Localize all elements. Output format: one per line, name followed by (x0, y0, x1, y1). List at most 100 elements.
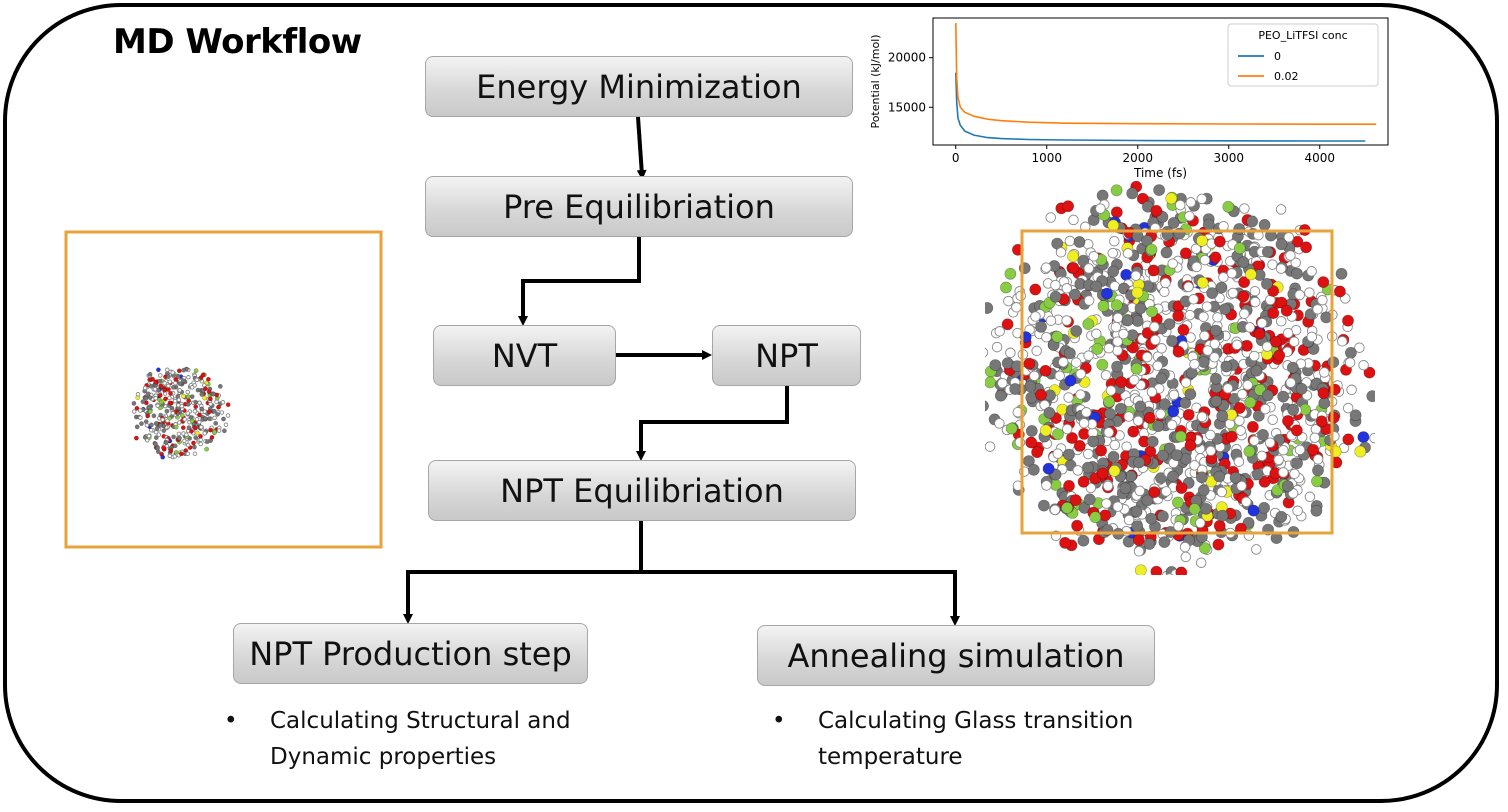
atom (1258, 501, 1270, 514)
atom (1143, 538, 1156, 550)
atom (1159, 286, 1170, 298)
atom (151, 413, 157, 419)
annealing-simulation-box: Annealing simulation (757, 625, 1155, 686)
atom (164, 443, 170, 449)
atom (1188, 503, 1201, 515)
atom (1100, 369, 1112, 381)
atom (177, 381, 183, 386)
atom (198, 424, 204, 430)
atom (1189, 460, 1200, 471)
atom (167, 395, 172, 401)
atom (1109, 439, 1121, 451)
atom (1061, 283, 1073, 294)
atom (1143, 411, 1156, 424)
energy-minimization-box: Energy Minimization (425, 56, 853, 117)
atom (1175, 482, 1188, 494)
atom (1275, 510, 1288, 523)
atom (1354, 342, 1365, 353)
atom (1304, 491, 1316, 503)
atom (1231, 339, 1243, 351)
atom (985, 400, 989, 412)
atom (1213, 470, 1226, 483)
atom (171, 384, 176, 390)
atom (1095, 444, 1107, 457)
atom (1363, 366, 1375, 379)
atom (1058, 356, 1069, 368)
atom (215, 411, 220, 417)
atom (1082, 461, 1094, 474)
chart-series (955, 22, 1377, 142)
atom (1133, 546, 1145, 557)
atom (1039, 399, 1050, 411)
atom (184, 432, 189, 437)
atom (1040, 262, 1052, 273)
atom (1357, 431, 1370, 443)
atom (145, 413, 151, 419)
atom (1269, 335, 1282, 348)
atom (202, 431, 207, 436)
atom (1145, 243, 1158, 256)
atom (152, 386, 158, 392)
atom (1156, 449, 1169, 462)
atom (1260, 403, 1271, 415)
atom (204, 439, 210, 444)
atom (1215, 281, 1228, 294)
atom (1292, 505, 1303, 517)
atom (994, 326, 1005, 337)
atom (1175, 566, 1188, 575)
atom (1275, 238, 1288, 251)
atom (1216, 509, 1229, 522)
atom (1077, 254, 1090, 267)
atom (1039, 364, 1052, 377)
atom (1158, 398, 1171, 410)
atom (1306, 266, 1317, 277)
atom (1275, 296, 1288, 309)
atom (162, 387, 167, 393)
atom (1172, 345, 1185, 358)
atom (1168, 389, 1180, 401)
atom (1000, 281, 1012, 294)
atom (1290, 257, 1301, 268)
atom (1112, 336, 1123, 347)
atom (1199, 330, 1210, 342)
atom (1152, 360, 1163, 372)
atom (1082, 318, 1095, 330)
atom (994, 389, 1007, 402)
atom (1004, 267, 1017, 280)
x-tick-label: 2000 (1122, 151, 1153, 165)
atom (1198, 311, 1209, 323)
atom (1277, 390, 1290, 403)
atom (1242, 379, 1253, 391)
atom (1081, 407, 1092, 418)
atom (1252, 409, 1265, 422)
atom (1242, 516, 1255, 529)
atom (1049, 290, 1062, 303)
atom (1342, 433, 1355, 446)
atom (1158, 536, 1171, 548)
atom (1249, 296, 1261, 308)
simulation-box-border (1020, 229, 1334, 535)
atom (1261, 341, 1273, 352)
atom (1216, 409, 1229, 422)
atom (1035, 388, 1047, 401)
atom (1152, 420, 1165, 433)
atom (1112, 312, 1124, 324)
atom (1241, 496, 1252, 508)
legend-entry: 0.02 (1274, 70, 1299, 83)
atom (1096, 467, 1109, 480)
atom (1344, 357, 1356, 368)
atom (193, 404, 199, 410)
atom (161, 445, 166, 451)
atom (1346, 384, 1357, 396)
atom (1146, 305, 1158, 318)
atom (1222, 200, 1235, 213)
atom (1052, 448, 1064, 459)
atom (1078, 417, 1090, 429)
page-title: MD Workflow (113, 22, 362, 62)
atom (186, 425, 192, 431)
atom (989, 359, 1002, 371)
atom (1071, 519, 1083, 532)
atom (1312, 304, 1323, 315)
atom (985, 302, 994, 314)
y-tick-label: 15000 (888, 100, 926, 114)
